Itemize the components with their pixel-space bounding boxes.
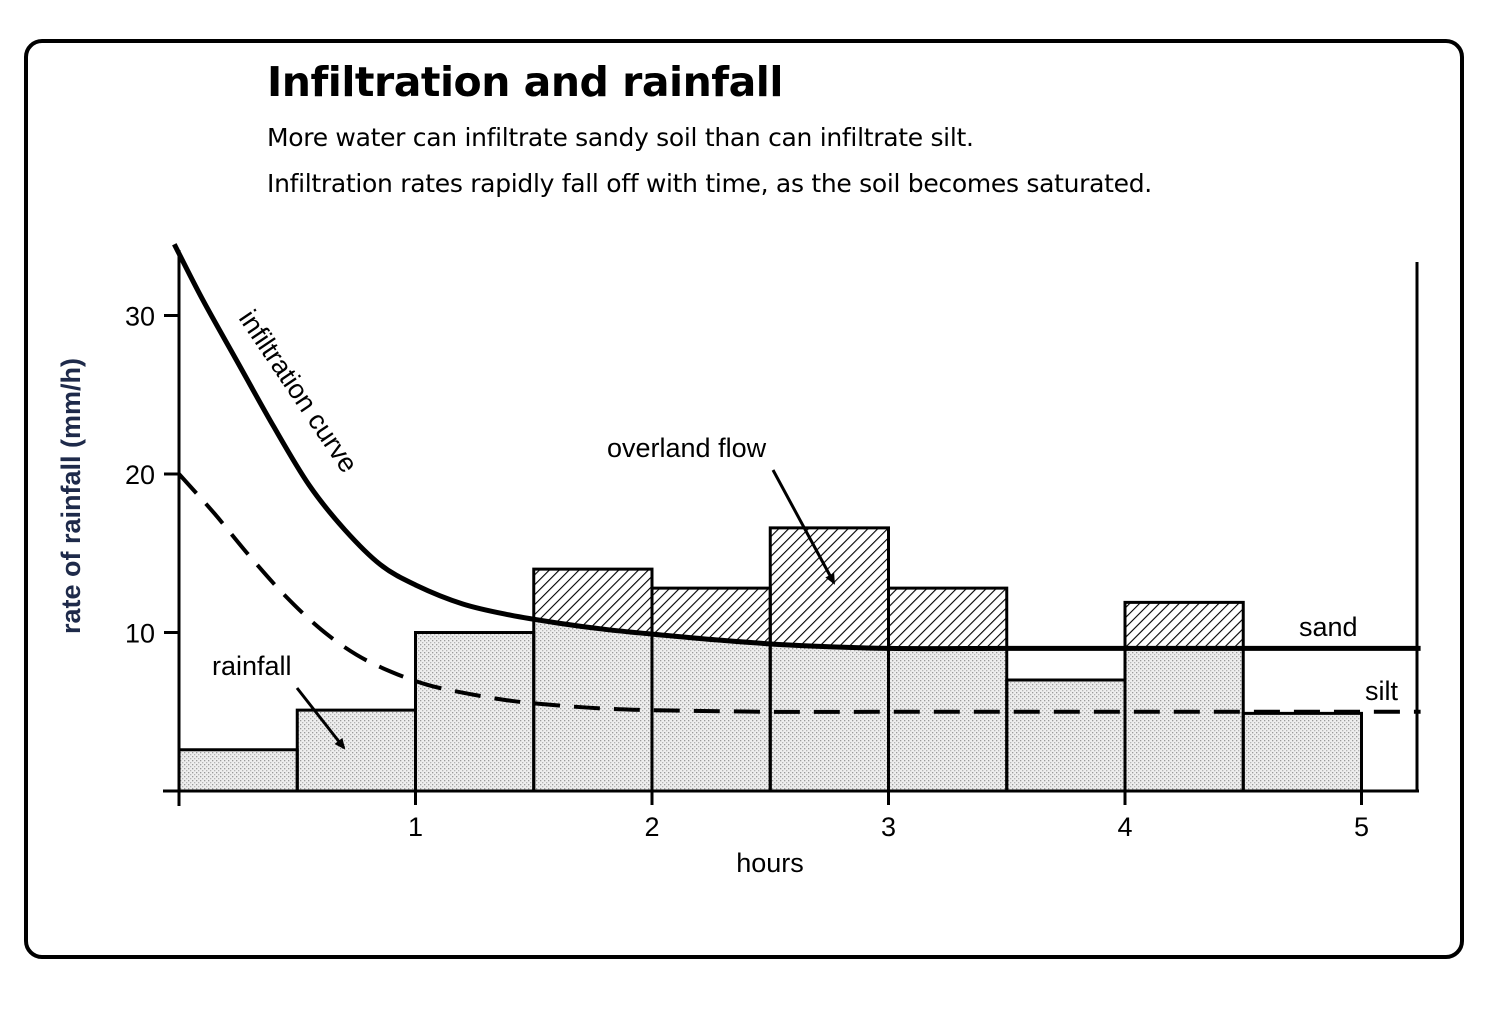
y-tick-label: 20: [125, 460, 155, 490]
y-axis-title: rate of rainfall (mm/h): [56, 358, 86, 634]
rainfall-bar: [1243, 713, 1362, 791]
x-axis-title: hours: [736, 848, 804, 878]
overland-flow-region: [652, 588, 771, 644]
rainfall-label: rainfall: [212, 651, 292, 681]
rainfall-bar: [297, 710, 416, 791]
rainfall-bar-outline: [1123, 600, 1245, 791]
overland-flow-label: overland flow: [607, 433, 767, 463]
figure-subtitle-1: More water can infiltrate sandy soil tha…: [267, 123, 974, 152]
sand-infiltration-curve: [172, 243, 1421, 652]
axis-ticks: 1 2 3 4 5 10 20 30: [125, 302, 1369, 843]
figure-title: Infiltration and rainfall: [267, 58, 783, 106]
rainfall-bar: [415, 632, 534, 791]
x-tick-label: 4: [1117, 812, 1132, 842]
x-tick-label: 1: [408, 812, 423, 842]
overland-flow-region: [888, 588, 1007, 649]
x-tick-label: 5: [1354, 812, 1369, 842]
rainfall-bar: [179, 749, 298, 791]
overland-flow-area: [533, 527, 1244, 649]
figure-frame: [24, 39, 1464, 959]
rainfall-arrow: [295, 687, 346, 750]
overland-flow-arrow: [771, 469, 836, 585]
figure-subtitle-2: Infiltration rates rapidly fall off with…: [267, 169, 1152, 198]
silt-infiltration-curve: [177, 472, 1421, 714]
sand-label: sand: [1299, 612, 1358, 642]
overland-flow-region: [1125, 602, 1244, 649]
overland-flow-region: [770, 527, 889, 649]
axes: [163, 250, 1419, 806]
silt-label: silt: [1365, 676, 1398, 706]
y-tick-label: 10: [125, 619, 155, 649]
x-tick-label: 2: [644, 812, 659, 842]
x-tick-label: 3: [881, 812, 896, 842]
y-tick-label: 30: [125, 302, 155, 332]
overland-flow-region: [533, 569, 652, 635]
rainfall-bar: [1006, 680, 1125, 791]
